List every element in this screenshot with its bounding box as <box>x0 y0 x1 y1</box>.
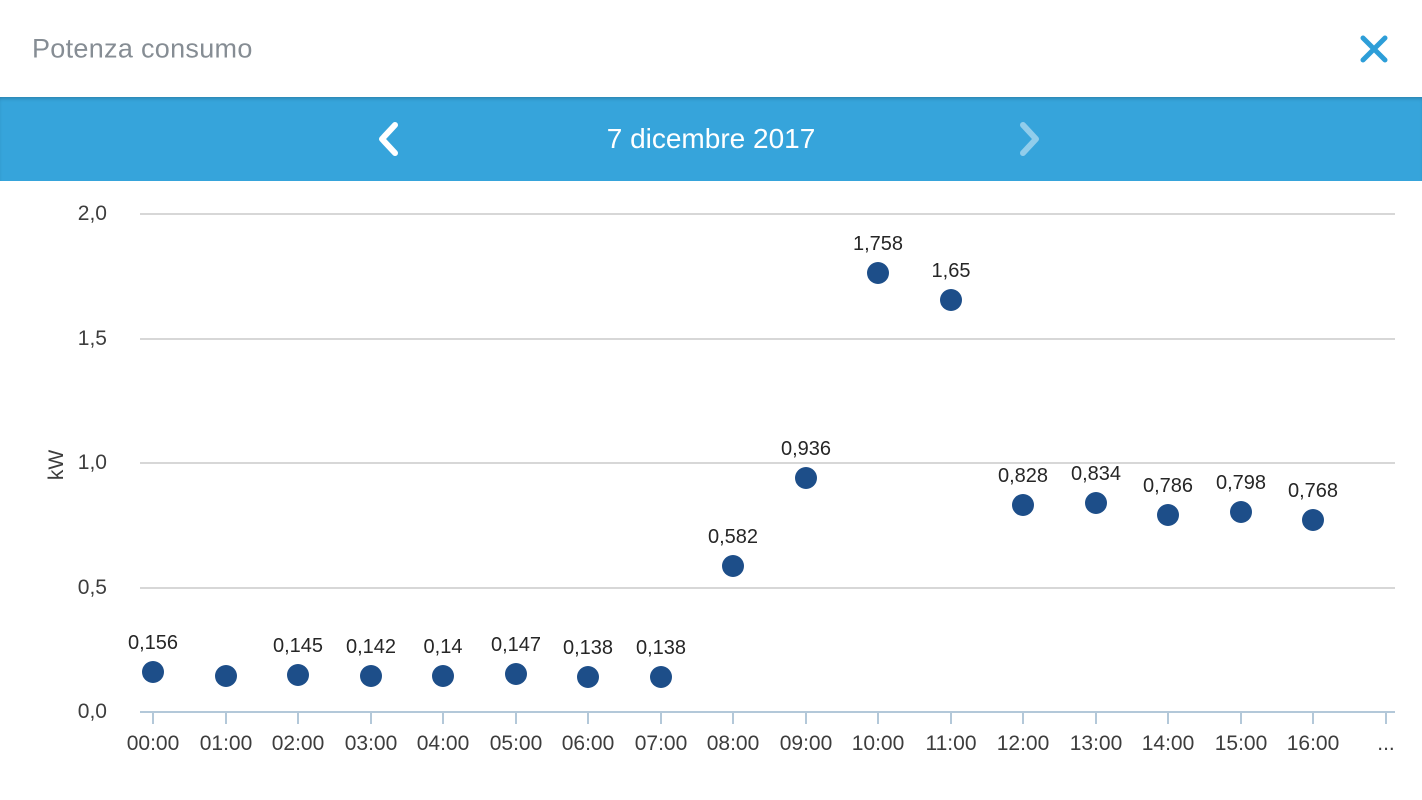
data-point-value-label: 0,142 <box>345 636 397 658</box>
x-axis-tick <box>587 713 589 724</box>
next-day-button[interactable] <box>1000 111 1056 167</box>
x-axis-tick-label: 15:00 <box>1214 732 1268 755</box>
x-axis-tick <box>660 713 662 724</box>
x-axis-tick-label: 16:00 <box>1286 732 1340 755</box>
y-axis-tick-label: 0,0 <box>77 700 107 723</box>
data-point-value-label: 0,786 <box>1142 475 1194 497</box>
close-icon <box>1358 33 1390 65</box>
data-point[interactable] <box>432 665 454 687</box>
data-point[interactable] <box>940 289 962 311</box>
chevron-left-icon <box>370 119 410 159</box>
x-axis-tick <box>805 713 807 724</box>
data-point-value-label: 0,936 <box>780 438 832 460</box>
y-gridline <box>140 462 1395 464</box>
x-axis-tick-label: 07:00 <box>634 732 688 755</box>
y-gridline <box>140 587 1395 589</box>
dialog-header: Potenza consumo <box>0 0 1422 97</box>
data-point-value-label: 0,798 <box>1215 472 1267 494</box>
data-point[interactable] <box>795 467 817 489</box>
x-axis-tick-label: ... <box>1377 732 1395 755</box>
date-nav-bar: 7 dicembre 2017 <box>0 97 1422 181</box>
x-axis-tick-label: 09:00 <box>779 732 833 755</box>
data-point-value-label: 0,147 <box>490 634 542 656</box>
x-axis-tick <box>442 713 444 724</box>
chevron-right-icon <box>1008 119 1048 159</box>
x-axis-tick <box>732 713 734 724</box>
prev-day-button[interactable] <box>362 111 418 167</box>
data-point-value-label: 0,582 <box>707 526 759 548</box>
dialog-title: Potenza consumo <box>32 33 253 63</box>
y-axis-title: kW <box>45 449 68 481</box>
x-axis-tick <box>225 713 227 724</box>
data-point-value-label: 0,828 <box>997 465 1049 487</box>
x-axis-tick <box>1167 713 1169 724</box>
data-point-value-label: 1,65 <box>931 260 971 282</box>
x-axis-tick <box>877 713 879 724</box>
x-axis-tick-label: 05:00 <box>489 732 543 755</box>
y-axis-tick-label: 0,5 <box>77 576 107 599</box>
x-axis-tick <box>297 713 299 724</box>
x-axis-tick-label: 12:00 <box>996 732 1050 755</box>
x-axis-tick-label: 06:00 <box>561 732 615 755</box>
data-point[interactable] <box>1230 501 1252 523</box>
x-axis-tick-label: 04:00 <box>416 732 470 755</box>
data-point[interactable] <box>505 663 527 685</box>
data-point-value-label: 1,758 <box>852 233 904 255</box>
data-point-value-label: 0,14 <box>423 636 463 658</box>
y-gridline <box>140 213 1395 215</box>
date-label: 7 dicembre 2017 <box>606 123 816 154</box>
x-axis-line <box>140 711 1395 713</box>
x-axis-tick <box>1385 713 1387 724</box>
x-axis-tick-label: 08:00 <box>706 732 760 755</box>
x-axis-tick-label: 00:00 <box>126 732 180 755</box>
power-consumption-chart[interactable]: 0,0 0,5 1,0 1,5 2,0 kW 00:00 01:00 02:00 03:00 04:… <box>0 181 1422 800</box>
data-point[interactable] <box>360 665 382 687</box>
x-axis-tick-label: 10:00 <box>851 732 905 755</box>
data-point[interactable] <box>215 665 237 687</box>
x-axis-tick <box>950 713 952 724</box>
x-axis-tick <box>1240 713 1242 724</box>
data-point[interactable] <box>577 666 599 688</box>
y-axis-tick-label: 1,0 <box>77 451 107 474</box>
data-point[interactable] <box>650 666 672 688</box>
x-axis-tick <box>1312 713 1314 724</box>
data-point-value-label: 0,834 <box>1070 463 1122 485</box>
x-axis-tick-label: 01:00 <box>199 732 253 755</box>
data-point-value-label: 0,138 <box>635 637 687 659</box>
x-axis-tick-label: 11:00 <box>925 732 977 755</box>
data-point[interactable] <box>867 262 889 284</box>
data-point[interactable] <box>1085 492 1107 514</box>
data-point[interactable] <box>1012 494 1034 516</box>
data-point[interactable] <box>1157 504 1179 526</box>
x-axis-tick-label: 14:00 <box>1141 732 1195 755</box>
data-point-value-label: 0,768 <box>1287 480 1339 502</box>
data-point-value-label: 0,156 <box>127 632 179 654</box>
data-point[interactable] <box>722 555 744 577</box>
x-axis-tick-label: 02:00 <box>271 732 325 755</box>
data-point[interactable] <box>287 664 309 686</box>
y-gridline <box>140 338 1395 340</box>
x-axis-tick <box>1095 713 1097 724</box>
data-point[interactable] <box>1302 509 1324 531</box>
x-axis-tick <box>152 713 154 724</box>
x-axis-tick-label: 13:00 <box>1069 732 1123 755</box>
y-axis-tick-label: 1,5 <box>77 327 107 350</box>
x-axis-tick <box>1022 713 1024 724</box>
data-point[interactable] <box>142 661 164 683</box>
x-axis-tick <box>370 713 372 724</box>
data-point-value-label: 0,138 <box>562 637 614 659</box>
x-axis-tick-label: 03:00 <box>344 732 398 755</box>
data-point-value-label: 0,145 <box>272 635 324 657</box>
x-axis-tick <box>515 713 517 724</box>
y-axis-tick-label: 2,0 <box>77 202 107 225</box>
close-button[interactable] <box>1352 27 1396 71</box>
